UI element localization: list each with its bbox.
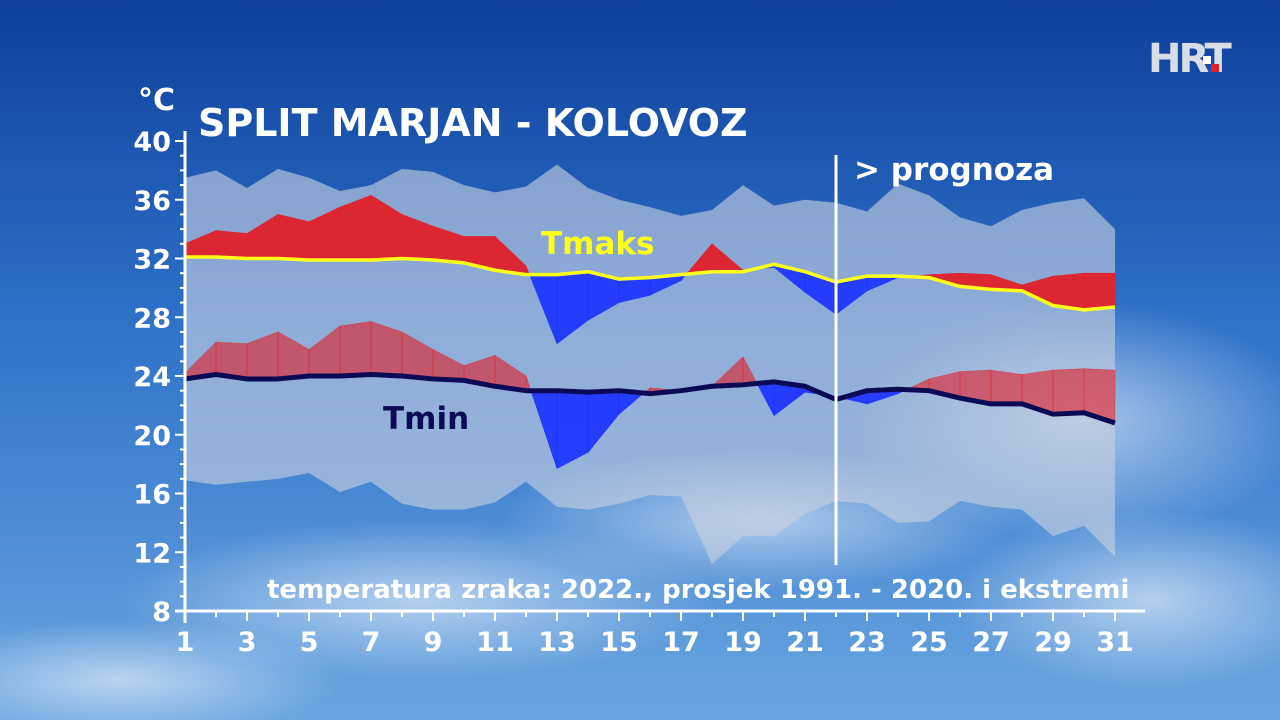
mean-lines [184,255,1116,426]
x-tick-label: 21 [786,627,824,658]
x-tick-label: 25 [910,627,948,658]
record-range-band [185,164,1115,564]
tmaks-mean-line [185,255,1116,312]
tmin-mean-line [184,372,1116,426]
x-tick-label: 29 [1034,627,1072,658]
logo-check-white [1203,56,1211,64]
x-tick-label: 17 [662,627,700,658]
tmin-2022-anomaly-above-mean [990,369,1023,405]
y-tick-label: 20 [133,421,171,452]
logo-check-red [1211,64,1219,72]
y-tick-label: 36 [133,186,171,217]
y-tick-label: 8 [152,597,171,628]
chart-subtitle: temperatura zraka: 2022., prosjek 1991. … [267,575,1129,605]
x-tick-label: 11 [476,627,514,658]
chart-title: SPLIT MARJAN - KOLOVOZ [198,101,748,145]
x-tick-label: 1 [176,627,195,658]
forecast-label: > prognoza [854,152,1054,188]
y-tick-label: 24 [133,362,171,393]
hrt-logo: HRT [1148,36,1235,82]
tmin-2022-anomaly-above-mean [339,321,372,377]
y-tick-label: 16 [133,480,171,511]
tmin-2022-anomaly-above-mean [1052,368,1085,415]
y-tick-label: 32 [133,245,171,276]
x-tick-label: 27 [972,627,1010,658]
tmax-2022-anomaly-above-mean [277,214,310,261]
x-tick-label: 3 [238,627,257,658]
y-tick-label: 28 [133,303,171,334]
series-label-tmin: Tmin [383,401,469,437]
x-tick-label: 13 [538,627,576,658]
x-tick-label: 9 [424,627,443,658]
tmax-2022-anomaly-above-mean [1083,272,1116,311]
x-tick-label: 23 [848,627,886,658]
tmax-2022-anomaly-above-mean [339,194,372,261]
tmax-2022-anomaly-above-mean [215,230,248,259]
data-areas [184,164,1116,564]
y-tick-label: 12 [133,538,171,569]
hrt-logo-text: HRT [1148,36,1232,82]
y-unit-label: °C [138,83,175,118]
x-tick-label: 31 [1096,627,1134,658]
y-tick-label: 40 [133,127,171,158]
series-label-tmaks: Tmaks [541,226,654,262]
x-tick-label: 5 [300,627,319,658]
x-tick-label: 15 [600,627,638,658]
x-tick-label: 19 [724,627,762,658]
x-tick-label: 7 [362,627,381,658]
